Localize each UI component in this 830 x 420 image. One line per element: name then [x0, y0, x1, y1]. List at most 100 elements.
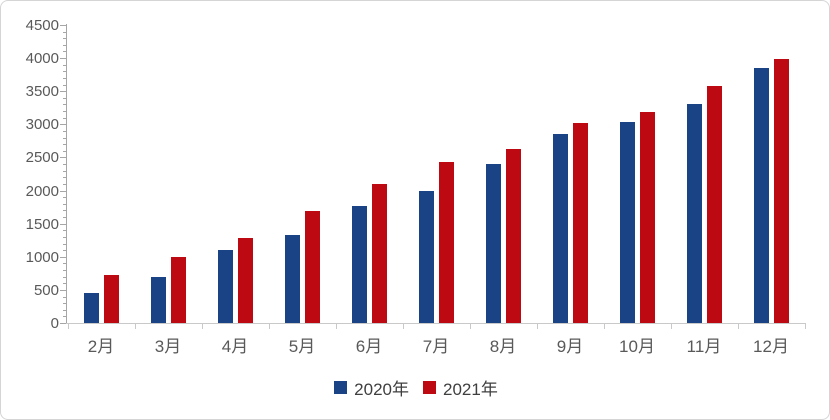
y-minor-tick [63, 297, 66, 298]
y-tick-label: 2500 [25, 149, 59, 166]
y-major-tick [60, 25, 66, 26]
x-tick-label: 6月 [355, 337, 383, 356]
bar [305, 211, 320, 323]
x-boundary-tick [537, 323, 538, 329]
bar [218, 250, 233, 323]
y-major-tick [60, 323, 66, 324]
y-major-tick [60, 191, 66, 192]
y-tick-label: 4500 [25, 17, 59, 34]
y-minor-tick [63, 283, 66, 284]
bar [707, 86, 722, 323]
y-major-tick [60, 58, 66, 59]
y-minor-tick [63, 144, 66, 145]
bar [171, 257, 186, 323]
y-minor-tick [63, 85, 66, 86]
y-minor-tick [63, 171, 66, 172]
y-minor-tick [63, 138, 66, 139]
x-tick-label: 5月 [288, 337, 316, 356]
bar [285, 235, 300, 323]
legend-label: 2021年 [443, 380, 498, 399]
x-boundary-tick [738, 323, 739, 329]
bar [238, 238, 253, 323]
y-major-tick [60, 124, 66, 125]
bar [419, 191, 434, 323]
legend: 2020年 2021年 [1, 375, 829, 400]
y-tick-label: 0 [50, 315, 59, 332]
y-major-tick [60, 157, 66, 158]
y-major-tick [60, 257, 66, 258]
y-minor-tick [63, 98, 66, 99]
x-boundary-tick [135, 323, 136, 329]
y-minor-tick [63, 32, 66, 33]
y-tick-label: 1500 [25, 216, 59, 233]
y-minor-tick [63, 151, 66, 152]
x-boundary-tick [604, 323, 605, 329]
bar [754, 68, 769, 323]
x-tick-label: 2月 [87, 337, 115, 356]
y-minor-tick [63, 197, 66, 198]
bar [439, 162, 454, 323]
y-minor-tick [63, 263, 66, 264]
legend-swatch-icon [334, 381, 348, 394]
y-tick-label: 2000 [25, 183, 59, 200]
y-minor-tick [63, 104, 66, 105]
y-minor-tick [63, 230, 66, 231]
x-boundary-tick [68, 323, 69, 329]
legend-label: 2020年 [354, 380, 409, 399]
y-tick-label: 500 [33, 282, 59, 299]
y-tick-label: 1000 [25, 249, 59, 266]
x-tick-label: 12月 [753, 337, 789, 356]
y-minor-tick [63, 131, 66, 132]
x-tick-label: 8月 [489, 337, 517, 356]
bar [84, 293, 99, 323]
y-tick-label: 4000 [25, 50, 59, 67]
y-tick-label: 3000 [25, 116, 59, 133]
y-minor-tick [63, 310, 66, 311]
y-minor-tick [63, 71, 66, 72]
x-tick-label: 10月 [619, 337, 655, 356]
x-boundary-tick [403, 323, 404, 329]
y-tick-label: 3500 [25, 83, 59, 100]
bar [104, 275, 119, 323]
x-boundary-tick [805, 323, 806, 329]
y-minor-tick [63, 237, 66, 238]
y-minor-tick [63, 277, 66, 278]
bar [573, 123, 588, 323]
legend-item: 2020年 [334, 375, 409, 400]
y-major-tick [60, 91, 66, 92]
y-minor-tick [63, 177, 66, 178]
y-minor-tick [63, 118, 66, 119]
y-minor-tick [63, 51, 66, 52]
y-minor-tick [63, 204, 66, 205]
x-boundary-tick [671, 323, 672, 329]
bar [372, 184, 387, 323]
y-axis-line [66, 24, 67, 324]
y-minor-tick [63, 270, 66, 271]
x-tick-label: 4月 [221, 337, 249, 356]
x-tick-label: 3月 [154, 337, 182, 356]
y-minor-tick [63, 65, 66, 66]
y-minor-tick [63, 250, 66, 251]
y-minor-tick [63, 184, 66, 185]
bar [151, 277, 166, 323]
x-boundary-tick [202, 323, 203, 329]
bar [553, 134, 568, 323]
bar [640, 112, 655, 323]
bar [506, 149, 521, 323]
x-boundary-tick [470, 323, 471, 329]
y-major-tick [60, 224, 66, 225]
y-minor-tick [63, 210, 66, 211]
y-minor-tick [63, 111, 66, 112]
bar [486, 164, 501, 323]
y-minor-tick [63, 244, 66, 245]
bar [620, 122, 635, 323]
legend-item: 2021年 [423, 375, 498, 400]
x-tick-label: 9月 [556, 337, 584, 356]
x-boundary-tick [336, 323, 337, 329]
bar [687, 104, 702, 323]
y-minor-tick [63, 78, 66, 79]
y-minor-tick [63, 303, 66, 304]
bar [774, 59, 789, 323]
